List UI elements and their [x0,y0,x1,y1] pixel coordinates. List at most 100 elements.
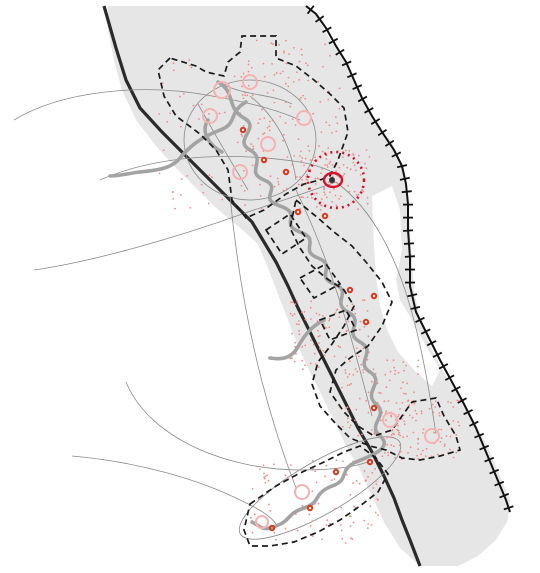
dot-marker-icon [370,292,378,300]
stipple-dot [288,53,290,55]
zone-boundary-north [157,35,349,220]
stipple-dot [275,72,278,74]
stipple-dot [303,311,306,313]
stipple-dot [320,204,323,207]
stipple-dot [275,538,277,541]
stipple-dot [189,206,192,209]
zone-boundary-south [243,445,390,547]
stipple-dot [393,433,396,436]
stipple-dot [355,408,358,411]
stipple-dot [304,364,306,367]
stipple-dot [420,412,423,415]
stipple-dot [296,71,298,74]
stipple-dot [413,403,416,405]
stipple-dot [286,156,289,158]
stipple-dot [362,299,364,301]
node-ring [202,108,218,124]
stipple-dot [408,414,411,417]
stipple-dot [323,186,326,189]
stipple-dot [300,96,302,99]
railway-tick [322,26,332,33]
stipple-dot [198,118,200,120]
stipple-dot [412,431,415,434]
stipple-dot [371,471,374,474]
stipple-dot [277,183,280,186]
railway-tick [468,420,479,427]
stipple-dot [328,319,330,322]
stipple-dot [242,97,245,100]
stipple-dot [403,392,405,395]
stipple-dot [190,66,193,69]
stipple-dot [263,132,266,135]
stipple-dot [397,413,400,416]
railway-tick [341,60,352,67]
stipple-dot [417,359,420,362]
stipple-dot [262,62,265,65]
node-ring [242,74,258,90]
stipple-dot [367,475,369,478]
stipple-dot [269,175,272,178]
stipple-dot [364,162,366,165]
railway-tick [444,374,455,381]
stipple-dot [264,475,267,477]
stipple-dot [331,132,333,134]
stipple-dot [347,421,349,424]
stipple-dot [324,43,326,46]
stipple-dot [182,92,185,95]
stipple-dot [352,374,355,376]
stipple-dot [438,414,441,417]
stipple-dot [344,369,347,371]
stipple-dot [331,175,334,178]
stipple-dot [363,519,366,522]
stipple-dot [431,403,434,406]
stipple-dot [415,419,417,422]
stipple-dot [452,456,455,459]
railway-tick [474,432,485,439]
stipple-dot [268,125,271,128]
stipple-dot [180,178,183,180]
stipple-dot [393,366,395,369]
stipple-dot [334,194,337,197]
stipple-dot [311,459,314,462]
stipple-dot [300,48,303,51]
stipple-dot [300,150,302,153]
stipple-dot [299,207,302,210]
land-notch [372,186,440,386]
stipple-dot [189,64,191,67]
side-path [108,100,248,178]
stipple-dot [403,369,405,372]
leader-line [71,455,277,525]
stipple-dot [342,175,344,177]
stipple-dot [362,369,365,371]
stipple-dot [284,82,287,85]
stipple-dot [242,72,245,75]
stipple-dot [316,177,319,180]
stipple-dot [452,406,455,408]
stipple-dot [320,131,323,134]
stipple-dot [313,192,315,195]
stipple-dot [289,357,292,360]
railway-tick [403,242,415,245]
stipple-dot [169,112,172,115]
railway-tick [364,107,374,114]
stipple-dot [378,391,380,394]
stipple-dot [250,516,252,519]
stipple-dot [366,197,369,199]
focus-center [329,177,335,183]
stipple-dot [251,488,254,490]
stipple-dot [308,149,311,152]
stipple-dot [319,347,321,350]
stipple-dot [323,354,326,357]
stipple-dot [406,435,409,438]
stipple-dot [407,451,409,454]
stipple-dot [282,133,285,136]
stipple-dot [415,454,418,457]
stipple-dot [338,166,341,169]
stipple-dot [251,164,254,167]
stipple-dot [162,149,165,152]
railway-tick [357,95,368,103]
stipple-dot [399,408,401,410]
railway-tick [306,5,315,15]
stipple-dot [436,453,439,456]
stipple-dot [282,189,285,192]
